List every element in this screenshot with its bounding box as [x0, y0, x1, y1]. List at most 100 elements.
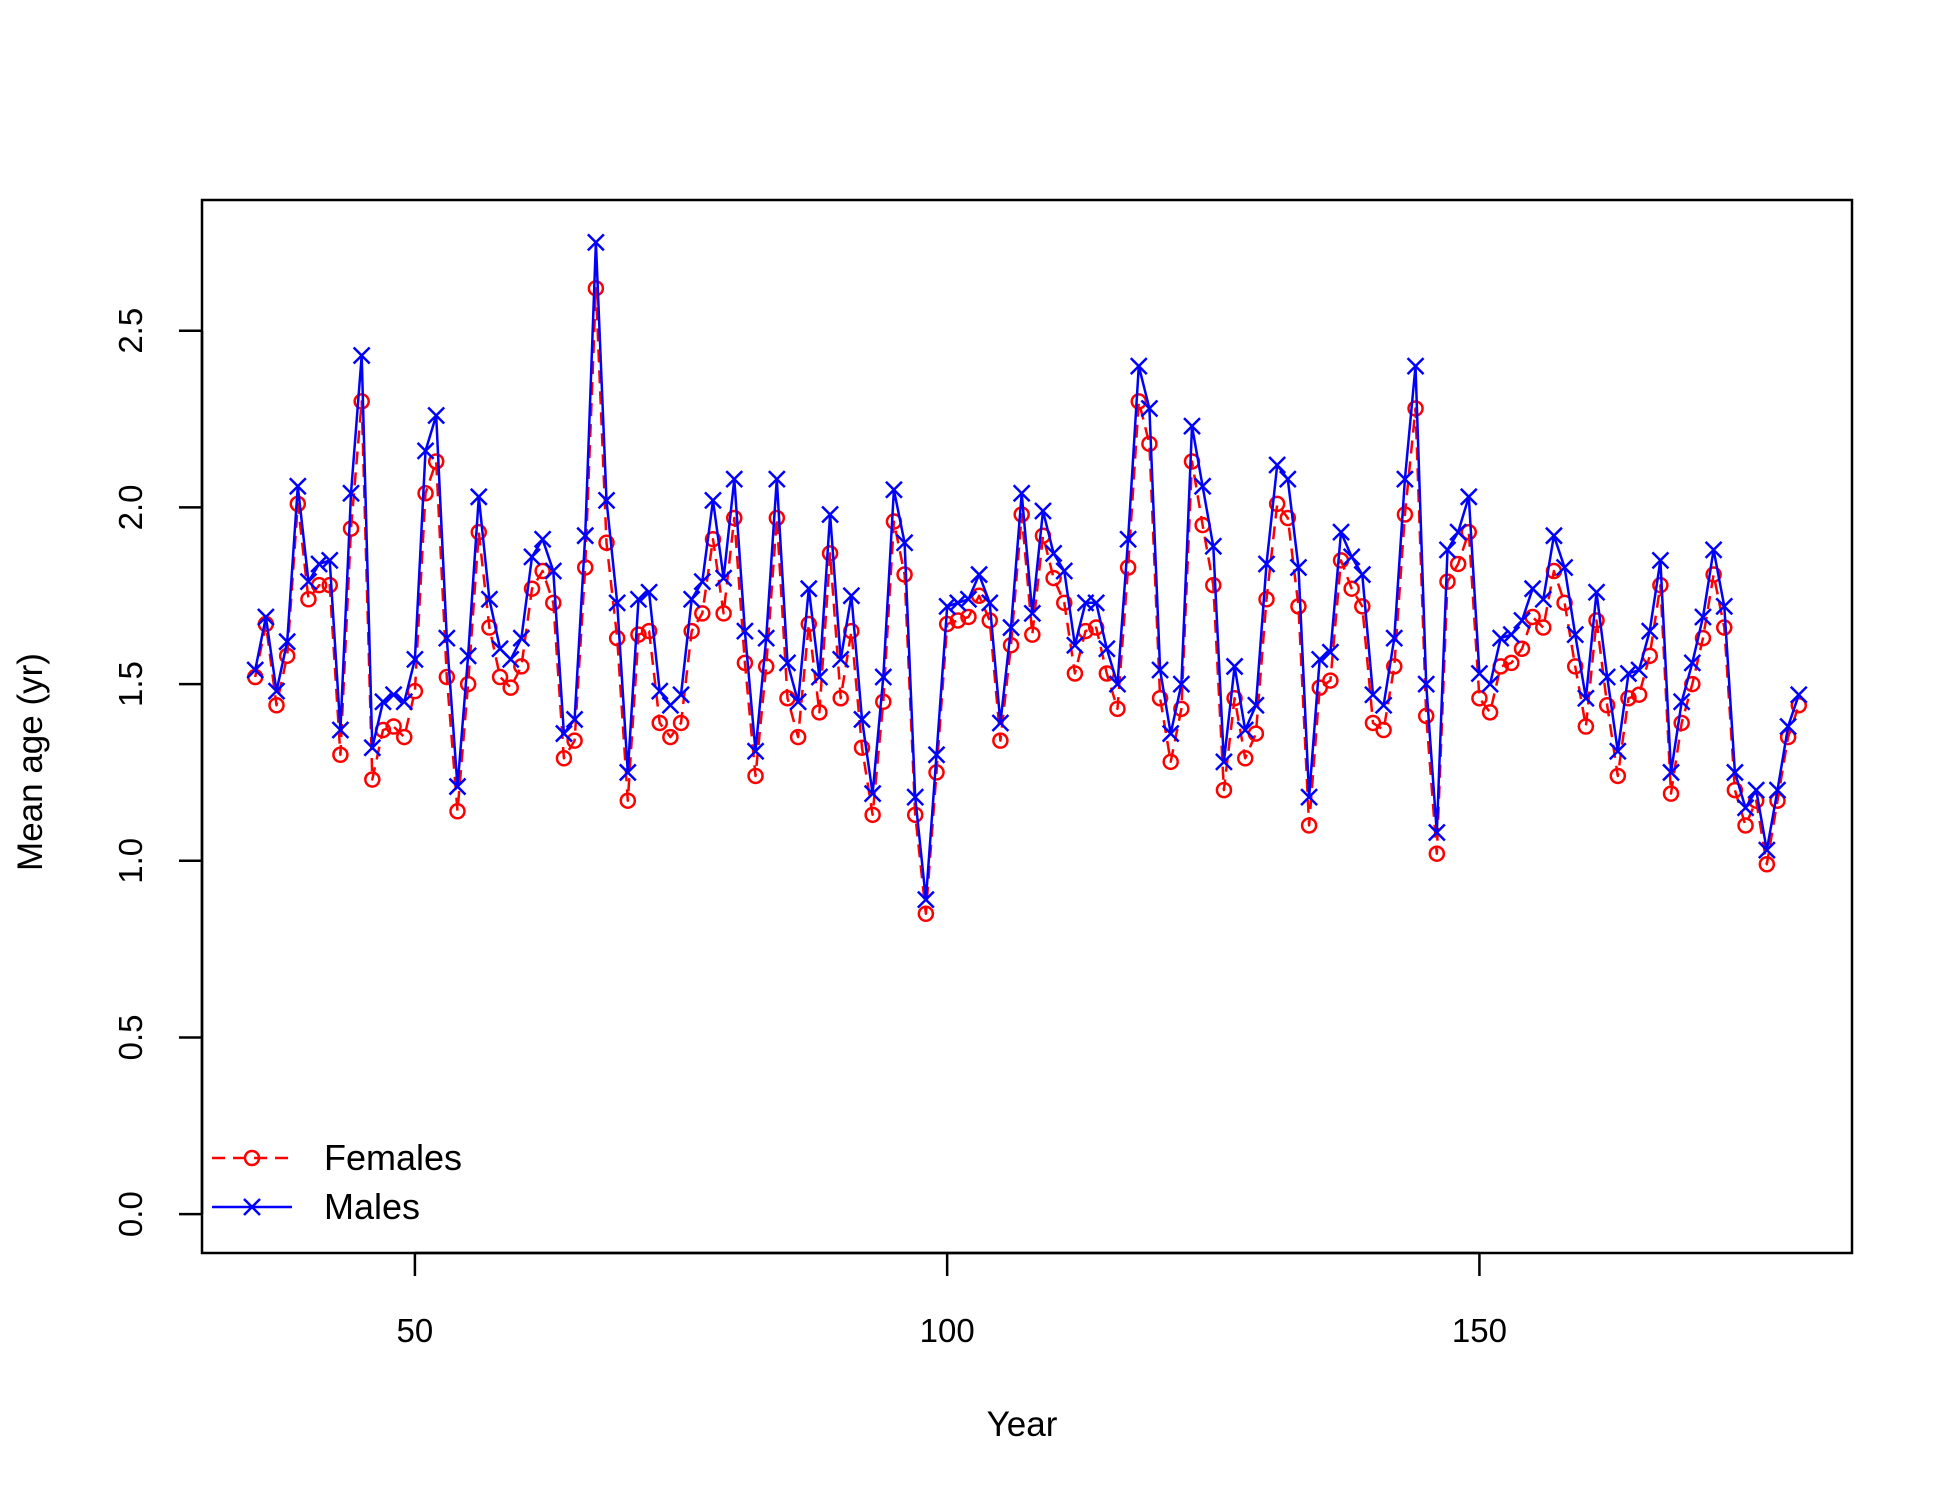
- female-point: [1417, 707, 1435, 725]
- male-point: [1747, 781, 1766, 799]
- male-point: [1459, 487, 1478, 506]
- male-point: [1396, 470, 1414, 489]
- female-point: [736, 654, 754, 672]
- female-point: [1386, 658, 1403, 675]
- male-point: [1278, 470, 1297, 489]
- male-point: [885, 480, 903, 499]
- male-point: [821, 505, 839, 524]
- male-point: [320, 551, 339, 570]
- female-point: [1577, 718, 1595, 735]
- male-point: [597, 491, 616, 510]
- male-point: [853, 710, 871, 729]
- male-point: [767, 470, 786, 489]
- female-point: [438, 668, 456, 686]
- male-point: [810, 668, 829, 686]
- x-tick-label: 50: [397, 1312, 434, 1349]
- female-point: [1673, 714, 1690, 732]
- female-point: [1300, 817, 1318, 834]
- male-point: [544, 562, 563, 580]
- x-tick-label: 150: [1452, 1312, 1507, 1349]
- male-point: [736, 622, 754, 640]
- male-point: [469, 487, 488, 506]
- male-point: [1257, 555, 1276, 573]
- female-point: [566, 732, 583, 749]
- male-point: [299, 572, 318, 591]
- female-point: [662, 728, 679, 746]
- male-point: [746, 742, 765, 761]
- male-point: [1385, 629, 1404, 648]
- female-point: [1588, 612, 1605, 629]
- male-point: [672, 685, 690, 704]
- male-point: [1012, 484, 1031, 503]
- male-point: [1151, 661, 1169, 679]
- female-point: [1258, 591, 1275, 608]
- female-point: [1630, 686, 1648, 703]
- male-point: [533, 530, 552, 549]
- male-point: [342, 484, 360, 503]
- female-point: [1737, 817, 1754, 834]
- male-point: [1630, 661, 1648, 679]
- female-point: [875, 693, 892, 711]
- male-point: [437, 629, 456, 648]
- female-point: [1205, 576, 1222, 594]
- male-point: [1491, 629, 1510, 648]
- female-point: [1503, 654, 1520, 672]
- female-point: [364, 771, 381, 788]
- y-tick-label: 1.0: [112, 838, 149, 884]
- male-point: [938, 597, 957, 616]
- male-point: [1427, 823, 1446, 842]
- female-point: [768, 509, 786, 527]
- male-point: [1513, 611, 1531, 630]
- female-point: [1449, 555, 1467, 573]
- male-point: [1044, 544, 1063, 563]
- x-tick-label: 100: [920, 1312, 975, 1349]
- female-point: [1087, 619, 1105, 636]
- male-point: [1608, 742, 1627, 761]
- male-point: [1225, 657, 1244, 676]
- male-point: [1449, 523, 1468, 542]
- male-point: [1502, 625, 1521, 644]
- male-point: [1651, 551, 1670, 570]
- male-point: [1757, 841, 1776, 860]
- male-point: [480, 590, 499, 609]
- female-point: [545, 594, 562, 612]
- male-point: [693, 572, 712, 591]
- male-point: [640, 583, 658, 602]
- male-point: [704, 491, 722, 510]
- male-point: [789, 692, 808, 711]
- legend-label-females: Females: [324, 1137, 462, 1178]
- male-point: [384, 685, 403, 704]
- female-point: [576, 559, 594, 576]
- male-point: [1438, 540, 1457, 559]
- male-point: [1779, 717, 1798, 736]
- female-point: [864, 806, 881, 824]
- female-point: [1279, 509, 1297, 527]
- male-point: [1726, 763, 1744, 782]
- male-point: [1417, 675, 1436, 693]
- female-point: [1535, 619, 1552, 636]
- female-point: [694, 605, 711, 622]
- female-point: [1247, 725, 1265, 742]
- male-point: [427, 406, 446, 425]
- male-point: [363, 738, 382, 757]
- male-point: [1672, 692, 1691, 711]
- male-point: [895, 533, 914, 552]
- male-point: [586, 233, 605, 252]
- female-point: [1162, 753, 1179, 771]
- male-point: [565, 710, 584, 729]
- legend-label-males: Males: [324, 1186, 420, 1227]
- male-point: [512, 629, 531, 648]
- male-point: [778, 654, 797, 672]
- male-point: [608, 593, 627, 612]
- male-point: [1236, 721, 1255, 739]
- legend-females-marker: [243, 1149, 261, 1167]
- female-point: [1620, 689, 1637, 707]
- female-point: [1343, 580, 1360, 597]
- female-point: [1109, 700, 1126, 718]
- male-point: [416, 441, 435, 460]
- male-point: [618, 763, 637, 782]
- male-point: [1002, 618, 1020, 637]
- male-point: [1310, 650, 1329, 669]
- male-point: [1545, 526, 1563, 545]
- female-point: [1130, 393, 1148, 410]
